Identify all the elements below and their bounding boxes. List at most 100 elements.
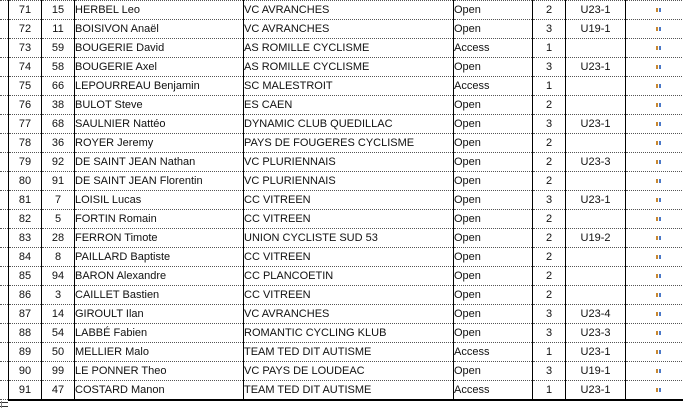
bib-cell: 5 xyxy=(41,209,75,229)
category-cell: Access xyxy=(453,38,533,58)
series-cell: U19-1 xyxy=(565,19,626,39)
level-cell: 2 xyxy=(532,247,566,267)
club-cell: CC VITREEN xyxy=(243,209,454,229)
ditto-mark-icon xyxy=(655,8,661,13)
category-cell: Open xyxy=(453,323,533,343)
category-cell: Open xyxy=(453,57,533,77)
series-cell xyxy=(565,285,626,305)
club-cell: TEAM TED DIT AUTISME xyxy=(243,380,454,400)
table-row: 74 58 BOUGERIE Axel AS ROMILLE CYCLISME … xyxy=(8,57,683,77)
table-row: 76 38 BULOT Steve ES CAEN Open 2 xyxy=(8,95,683,115)
ditto-mark-icon xyxy=(655,103,661,108)
series-cell: U23-1 xyxy=(565,114,626,134)
level-cell: 2 xyxy=(532,285,566,305)
category-cell: Open xyxy=(453,19,533,39)
club-cell: SC MALESTROIT xyxy=(243,76,454,96)
ditto-mark-icon xyxy=(655,350,661,355)
level-cell: 3 xyxy=(532,323,566,343)
rider-name-cell: FERRON Timote xyxy=(74,228,244,248)
level-cell: 1 xyxy=(532,38,566,58)
club-cell: CC PLANCOETIN xyxy=(243,266,454,286)
series-cell: U23-3 xyxy=(565,152,626,172)
ditto-cell xyxy=(625,57,683,77)
ditto-cell xyxy=(625,209,683,229)
category-cell: Open xyxy=(453,190,533,210)
table-row: 73 59 BOUGERIE David AS ROMILLE CYCLISME… xyxy=(8,38,683,58)
bib-cell: 50 xyxy=(41,342,75,362)
ditto-cell xyxy=(625,190,683,210)
category-cell: Open xyxy=(453,0,533,20)
category-cell: Open xyxy=(453,133,533,153)
bib-cell: 54 xyxy=(41,323,75,343)
category-cell: Open xyxy=(453,152,533,172)
series-cell: U23-1 xyxy=(565,57,626,77)
club-cell: ES CAEN xyxy=(243,95,454,115)
ditto-cell xyxy=(625,380,683,400)
ditto-mark-icon xyxy=(655,388,661,393)
ditto-cell xyxy=(625,76,683,96)
rank-cell: 87 xyxy=(8,304,42,324)
category-cell: Open xyxy=(453,304,533,324)
level-cell: 2 xyxy=(532,209,566,229)
rank-cell: 81 xyxy=(8,190,42,210)
ditto-mark-icon xyxy=(655,236,661,241)
rider-name-cell: LE PONNER Theo xyxy=(74,361,244,381)
club-cell: VC AVRANCHES xyxy=(243,19,454,39)
ditto-mark-icon xyxy=(655,255,661,260)
series-cell xyxy=(565,266,626,286)
rank-cell: 89 xyxy=(8,342,42,362)
sheet-edge-grid xyxy=(0,0,8,408)
rank-cell: 73 xyxy=(8,38,42,58)
rider-name-cell: LOISIL Lucas xyxy=(74,190,244,210)
table-row: 83 28 FERRON Timote UNION CYCLISTE SUD 5… xyxy=(8,228,683,248)
rider-name-cell: DE SAINT JEAN Nathan xyxy=(74,152,244,172)
ditto-mark-icon xyxy=(655,331,661,336)
rider-name-cell: SAULNIER Nattéo xyxy=(74,114,244,134)
rank-cell: 72 xyxy=(8,19,42,39)
level-cell: 1 xyxy=(532,380,566,400)
club-cell: CC VITREEN xyxy=(243,285,454,305)
rank-cell: 75 xyxy=(8,76,42,96)
level-cell: 3 xyxy=(532,361,566,381)
ditto-mark-icon xyxy=(655,369,661,374)
series-cell: U19-2 xyxy=(565,228,626,248)
rank-cell: 84 xyxy=(8,247,42,267)
rider-name-cell: HERBEL Leo xyxy=(74,0,244,20)
ditto-cell xyxy=(625,133,683,153)
table-row: 86 3 CAILLET Bastien CC VITREEN Open 2 xyxy=(8,285,683,305)
ditto-cell xyxy=(625,228,683,248)
ditto-cell xyxy=(625,0,683,20)
level-cell: 2 xyxy=(532,133,566,153)
ditto-mark-icon xyxy=(655,84,661,89)
level-cell: 2 xyxy=(532,0,566,20)
ditto-mark-icon xyxy=(655,27,661,32)
bib-cell: 38 xyxy=(41,95,75,115)
category-cell: Open xyxy=(453,114,533,134)
rank-cell: 91 xyxy=(8,380,42,400)
rank-cell: 80 xyxy=(8,171,42,191)
bib-cell: 94 xyxy=(41,266,75,286)
category-cell: Open xyxy=(453,247,533,267)
ditto-mark-icon xyxy=(655,198,661,203)
rank-cell: 78 xyxy=(8,133,42,153)
table-row: 75 66 LEPOURREAU Benjamin SC MALESTROIT … xyxy=(8,76,683,96)
bib-cell: 58 xyxy=(41,57,75,77)
ditto-cell xyxy=(625,38,683,58)
table-row: 72 11 BOISIVON Anaël VC AVRANCHES Open 3… xyxy=(8,19,683,39)
ditto-cell xyxy=(625,152,683,172)
club-cell: VC AVRANCHES xyxy=(243,0,454,20)
ditto-cell xyxy=(625,19,683,39)
rider-name-cell: ROYER Jeremy xyxy=(74,133,244,153)
level-cell: 2 xyxy=(532,95,566,115)
level-cell: 1 xyxy=(532,76,566,96)
category-cell: Open xyxy=(453,228,533,248)
rank-cell: 82 xyxy=(8,209,42,229)
category-cell: Access xyxy=(453,380,533,400)
level-cell: 3 xyxy=(532,19,566,39)
rank-cell: 77 xyxy=(8,114,42,134)
ditto-cell xyxy=(625,323,683,343)
table-row: 87 14 GIROULT Ilan VC AVRANCHES Open 3 U… xyxy=(8,304,683,324)
rider-name-cell: LABBÉ Fabien xyxy=(74,323,244,343)
category-cell: Open xyxy=(453,361,533,381)
